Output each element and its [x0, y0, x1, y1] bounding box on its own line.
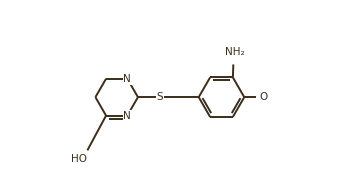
Text: NH₂: NH₂	[225, 48, 245, 58]
Text: O: O	[260, 92, 268, 102]
Text: N: N	[123, 74, 131, 84]
Text: N: N	[123, 111, 131, 121]
Text: HO: HO	[71, 154, 87, 164]
Text: S: S	[156, 92, 163, 102]
